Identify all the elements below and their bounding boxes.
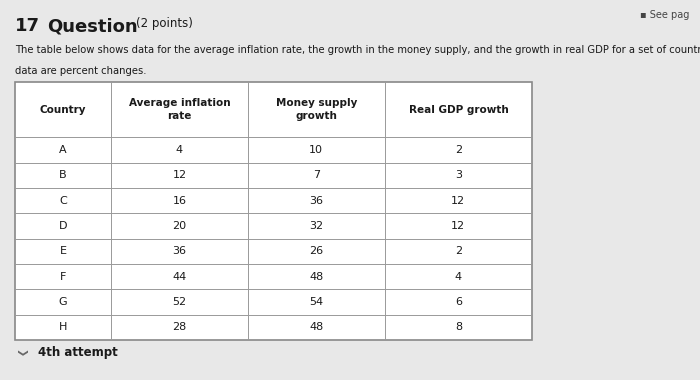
Text: 48: 48: [309, 272, 323, 282]
Text: Country: Country: [40, 105, 86, 114]
Text: Question: Question: [48, 17, 138, 35]
Text: E: E: [60, 247, 66, 256]
Text: 52: 52: [172, 297, 186, 307]
Text: A: A: [60, 145, 67, 155]
Text: 4: 4: [176, 145, 183, 155]
Text: 54: 54: [309, 297, 323, 307]
Text: 20: 20: [172, 221, 186, 231]
Text: C: C: [60, 196, 67, 206]
Text: 4: 4: [455, 272, 462, 282]
Text: Average inflation
rate: Average inflation rate: [129, 98, 230, 121]
Text: 44: 44: [172, 272, 186, 282]
Text: 48: 48: [309, 323, 323, 332]
Text: 10: 10: [309, 145, 323, 155]
Text: 36: 36: [309, 196, 323, 206]
Text: 3: 3: [455, 171, 462, 180]
Text: 28: 28: [172, 323, 186, 332]
Text: F: F: [60, 272, 66, 282]
Text: 17: 17: [15, 17, 41, 35]
Text: 8: 8: [455, 323, 462, 332]
Text: Real GDP growth: Real GDP growth: [409, 105, 508, 114]
Text: 4th attempt: 4th attempt: [38, 346, 118, 359]
Text: The table below shows data for the average inflation rate, the growth in the mon: The table below shows data for the avera…: [15, 45, 700, 55]
Text: (2 points): (2 points): [136, 17, 193, 30]
Text: 2: 2: [455, 145, 462, 155]
Text: G: G: [59, 297, 67, 307]
Text: 26: 26: [309, 247, 323, 256]
Text: ▪ See pag: ▪ See pag: [640, 10, 690, 19]
Text: Money supply
growth: Money supply growth: [276, 98, 357, 121]
Text: 7: 7: [313, 171, 320, 180]
Text: 12: 12: [172, 171, 186, 180]
Text: 6: 6: [455, 297, 462, 307]
Text: data are percent changes.: data are percent changes.: [15, 66, 147, 76]
Text: 12: 12: [452, 221, 466, 231]
Text: D: D: [59, 221, 67, 231]
Text: 12: 12: [452, 196, 466, 206]
Text: B: B: [60, 171, 67, 180]
Text: 32: 32: [309, 221, 323, 231]
Text: 2: 2: [455, 247, 462, 256]
Text: 16: 16: [172, 196, 186, 206]
Text: 36: 36: [172, 247, 186, 256]
Text: ❯: ❯: [15, 348, 25, 357]
Text: H: H: [59, 323, 67, 332]
